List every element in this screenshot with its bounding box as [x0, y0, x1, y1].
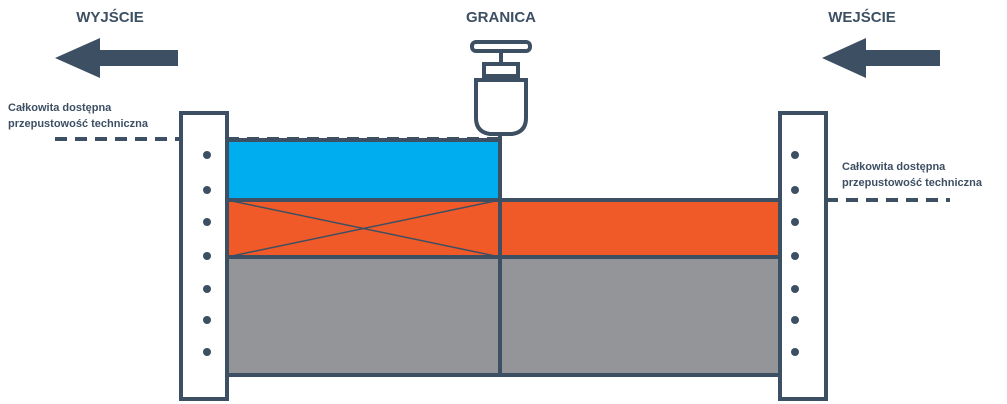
dot — [791, 348, 799, 356]
capacity-right-line-1: Całkowita dostępna — [842, 161, 946, 173]
entry-arrow — [822, 38, 940, 78]
dot — [791, 186, 799, 194]
entry-label: WEJŚCIE — [828, 8, 896, 26]
dot — [203, 218, 211, 226]
valve — [470, 40, 532, 136]
dot — [203, 316, 211, 324]
dot — [203, 151, 211, 159]
valve-handle — [470, 40, 532, 53]
dot — [791, 218, 799, 226]
orange-right — [498, 198, 782, 259]
dot — [203, 285, 211, 293]
gray-block — [225, 255, 782, 377]
dot — [791, 151, 799, 159]
dot — [203, 186, 211, 194]
exit-arrow — [55, 38, 178, 78]
border-label: GRANICA — [466, 9, 536, 26]
capacity-lines — [55, 137, 950, 202]
dot — [203, 252, 211, 260]
dot — [791, 285, 799, 293]
capacity-left-line-2: przepustowość techniczna — [8, 118, 149, 130]
valve-body — [474, 78, 528, 136]
capacity-left-line-1: Całkowita dostępna — [8, 102, 112, 114]
right-post — [778, 111, 828, 401]
valve-bonnet — [482, 62, 520, 78]
post-dots — [203, 151, 799, 356]
capacity-right-line-2: przepustowość techniczna — [842, 177, 983, 189]
exit-label: WYJŚCIE — [76, 8, 144, 26]
dot — [791, 252, 799, 260]
blue-block — [225, 138, 502, 202]
cross — [226, 199, 501, 258]
dot — [203, 348, 211, 356]
dot — [791, 316, 799, 324]
